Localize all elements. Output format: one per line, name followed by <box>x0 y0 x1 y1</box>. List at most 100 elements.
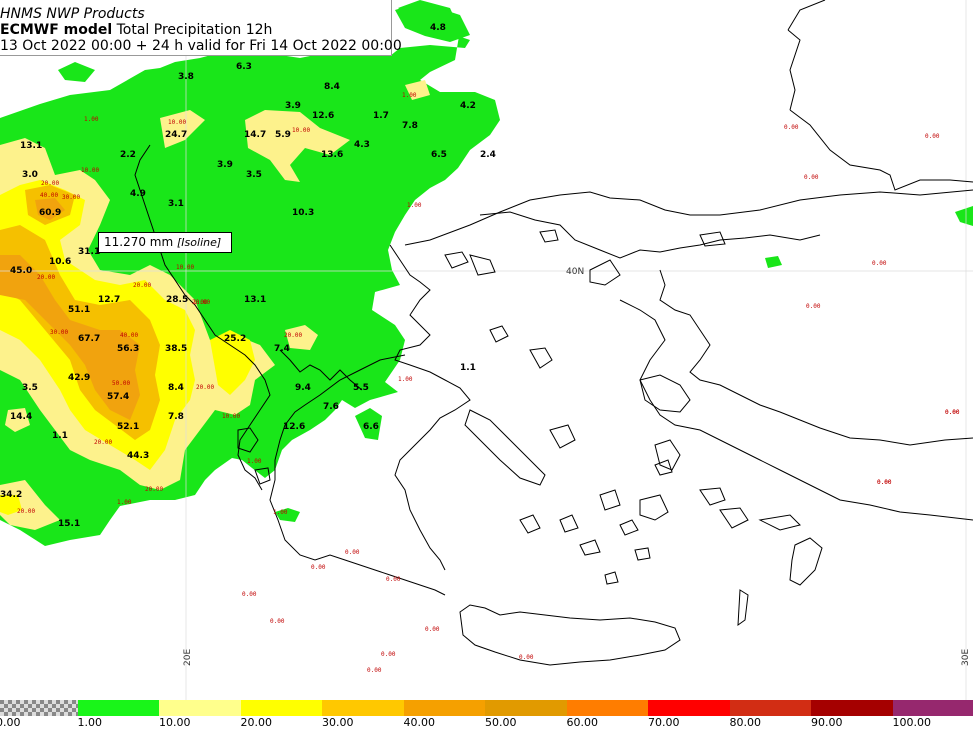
value-label: 7.8 <box>402 121 418 131</box>
value-label: 5.5 <box>353 383 369 393</box>
isoline-label: 30.00 <box>50 329 68 336</box>
isoline-label: 0.00 <box>925 133 940 140</box>
tooltip-kind: [Isoline] <box>177 236 222 249</box>
value-label: 3.5 <box>22 383 38 393</box>
value-label: 8.4 <box>324 82 340 92</box>
legend-label: 50.00 <box>485 716 517 729</box>
isoline-label: 20.00 <box>37 274 55 281</box>
legend-label: 10.00 <box>159 716 191 729</box>
isoline-label: 0.00 <box>806 303 821 310</box>
value-label: 14.7 <box>244 130 266 140</box>
isoline-label: 0.00 <box>381 651 396 658</box>
isoline-label: 20.00 <box>196 384 214 391</box>
map-canvas[interactable]: 20E 30E 40N <box>0 0 973 700</box>
legend-label: 70.00 <box>648 716 680 729</box>
legend-label: 40.00 <box>403 716 436 729</box>
value-label: 4.3 <box>354 140 370 150</box>
legend-swatch <box>159 700 241 716</box>
value-label: 45.0 <box>10 266 32 276</box>
value-label: 9.4 <box>295 383 311 393</box>
isoline-value-labels: 1.00 1.00 10.00 10.00 10.00 20.00 40.00 … <box>17 92 960 674</box>
value-label: 3.8 <box>178 72 194 82</box>
value-label: 10.6 <box>49 257 71 267</box>
legend-swatch <box>485 700 567 716</box>
isoline-label: 1.00 <box>117 499 132 506</box>
isoline-label: 1.00 <box>193 299 208 306</box>
isoline-label: 10.00 <box>176 264 194 271</box>
value-label: 44.3 <box>127 451 149 461</box>
isoline-label: 20.00 <box>145 486 163 493</box>
isoline-label: 0.00 <box>242 591 257 598</box>
value-label: 6.6 <box>363 422 379 432</box>
value-label: 8.4 <box>168 383 184 393</box>
value-label: 25.2 <box>224 334 246 344</box>
isoline-label: 20.00 <box>284 332 302 339</box>
isoline-label: 1.00 <box>398 376 413 383</box>
isoline-label: 0.00 <box>367 667 382 674</box>
color-legend: 0.00 1.00 10.00 20.00 30.00 40.00 50.00 60.00 70… <box>0 700 973 731</box>
value-label: 4.2 <box>460 101 476 111</box>
value-label: 3.9 <box>285 101 301 111</box>
legend-swatch <box>566 700 648 716</box>
isoline-label: 10.00 <box>168 119 186 126</box>
legend-swatch <box>648 700 730 716</box>
coastlines <box>134 0 973 666</box>
value-label: 4.9 <box>130 189 146 199</box>
isoline-label: 10.00 <box>222 413 240 420</box>
value-label: 60.9 <box>39 208 61 218</box>
isoline-label: 20.00 <box>94 439 112 446</box>
legend-swatch <box>729 700 811 716</box>
value-label: 31.1 <box>78 247 100 257</box>
precip-value-labels: 4.8 6.3 3.8 8.4 3.9 12.6 1.7 7.8 4.2 13.… <box>0 23 496 529</box>
isoline-label: 0.00 <box>872 260 887 267</box>
isoline-tooltip: 11.270 mm [Isoline] <box>98 232 232 253</box>
isoline-label: 0.00 <box>877 479 892 486</box>
legend-swatch <box>77 700 159 716</box>
legend-label: 80.00 <box>729 716 762 729</box>
grid-label-20e: 20E <box>183 649 193 666</box>
grid-label-30e: 30E <box>961 649 971 666</box>
product-title: ECMWF model Total Precipitation 12h <box>0 22 272 38</box>
legend-label: 90.00 <box>811 716 843 729</box>
isoline-label: 30.00 <box>62 194 80 201</box>
value-label: 24.7 <box>165 130 187 140</box>
valid-time: 13 Oct 2022 00:00 + 24 h valid for Fri 1… <box>0 38 402 54</box>
legend-swatch <box>892 700 973 716</box>
isoline-label: 10.00 <box>81 167 99 174</box>
isoline-label: 1.00 <box>84 116 99 123</box>
value-label: 28.5 <box>166 295 188 305</box>
value-label: 6.3 <box>236 62 252 72</box>
grid-lines <box>0 0 973 700</box>
value-label: 51.1 <box>68 305 90 315</box>
isoline-label: 20.00 <box>192 299 210 306</box>
isoline-label: 1.00 <box>247 458 262 465</box>
value-label: 1.7 <box>373 111 389 121</box>
value-label: 7.4 <box>274 344 290 354</box>
model-name: ECMWF model <box>0 22 113 38</box>
value-label: 12.7 <box>98 295 120 305</box>
product-name: Total Precipitation 12h <box>116 22 273 38</box>
grid-label-40n: 40N <box>566 267 584 277</box>
legend-label: 1.00 <box>77 716 103 729</box>
isoline-label: 20.00 <box>17 508 35 515</box>
isoline-label: 0.00 <box>345 549 360 556</box>
value-label: 1.1 <box>460 363 476 373</box>
value-label: 1.1 <box>52 431 68 441</box>
value-label: 5.9 <box>275 130 291 140</box>
tooltip-value: 11.270 mm <box>104 235 174 249</box>
legend-label: 60.00 <box>566 716 599 729</box>
isoline-label: 0.00 <box>519 654 534 661</box>
legend-swatch <box>403 700 485 716</box>
isoline-label: 0.00 <box>425 626 440 633</box>
isoline-label: 50.00 <box>112 380 130 387</box>
value-label: 56.3 <box>117 344 139 354</box>
value-label: 57.4 <box>107 392 129 402</box>
isoline-label: 0.00 <box>945 409 960 416</box>
value-label: 15.1 <box>58 519 80 529</box>
value-label: 13.1 <box>20 141 42 151</box>
value-label: 13.1 <box>244 295 266 305</box>
value-label: 3.0 <box>22 170 38 180</box>
precipitation-map[interactable]: 20E 30E 40N <box>0 0 973 700</box>
value-label: 14.4 <box>10 412 32 422</box>
isoline-label: 40.00 <box>40 192 58 199</box>
